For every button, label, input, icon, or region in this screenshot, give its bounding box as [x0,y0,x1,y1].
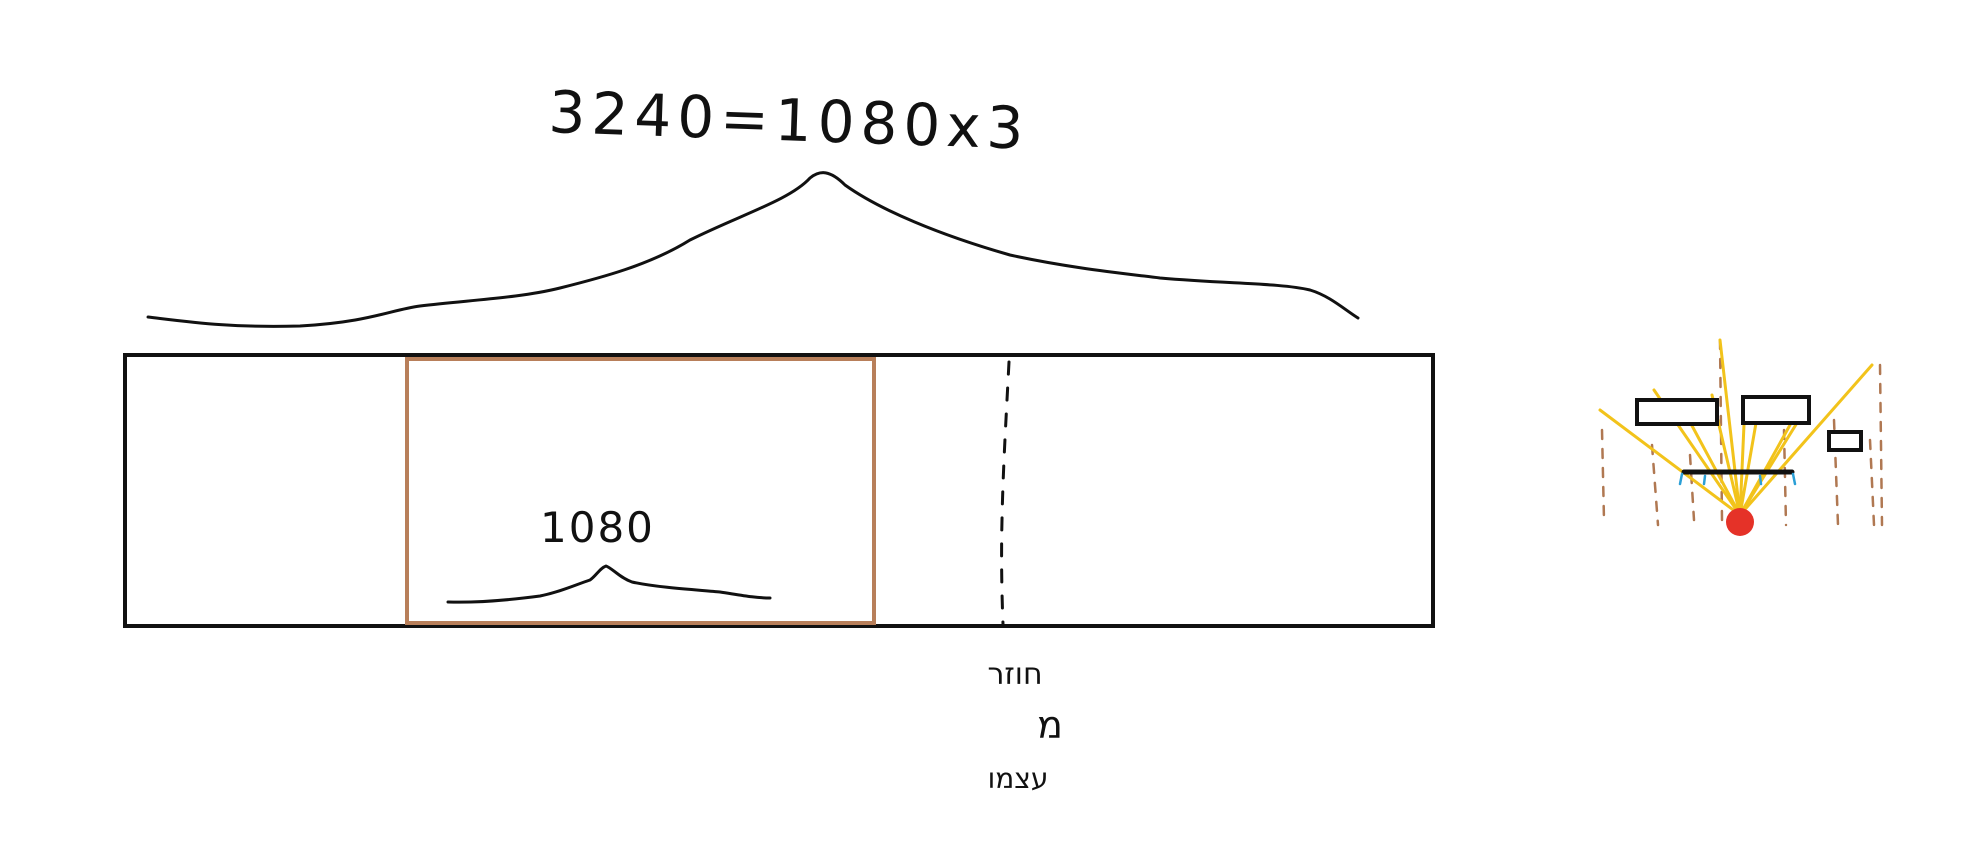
inner-window-frame [405,357,876,625]
small-peak-curve [446,564,772,604]
dashed-divider [1000,360,1011,626]
hebrew-note-line-3: עצמו [988,762,1049,795]
light-rays-scene-icon [1598,338,1884,536]
large-peak-curve [146,171,1360,328]
top-formula-label: 3240=1080x3 [548,78,1031,163]
inner-value-label: 1080 [540,503,655,552]
hebrew-note-line-1: חוזר [987,657,1042,692]
hebrew-note-line-2: מ [1037,703,1063,747]
outer-strip-frame [123,353,1435,628]
